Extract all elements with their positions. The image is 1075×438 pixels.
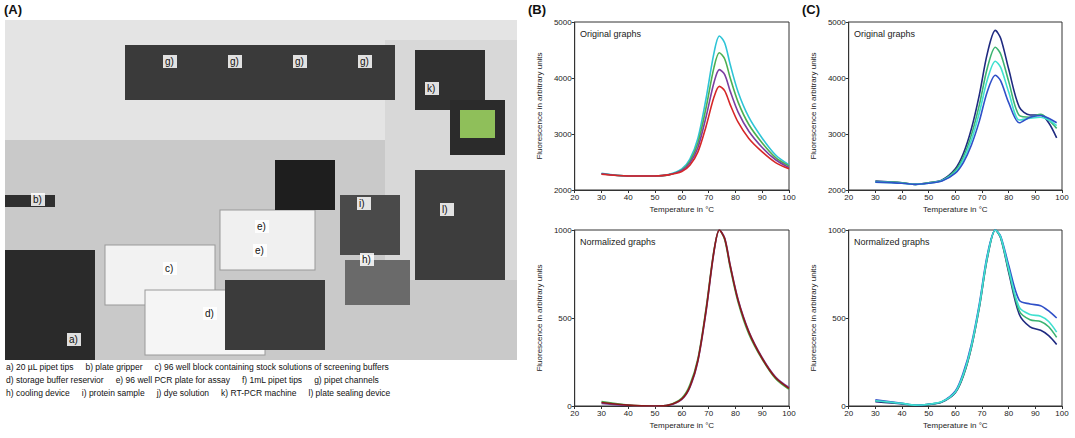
html-text:(C): (C) (802, 2, 820, 17)
svg-text:g): g) (230, 56, 239, 67)
svg-text:k): k) (427, 83, 435, 94)
svg-text:60: 60 (951, 193, 960, 202)
svg-text:c): c) (165, 263, 173, 274)
html-text:i) protein sample: i) protein sample (81, 388, 145, 398)
svg-text:70: 70 (978, 193, 987, 202)
svg-text:50: 50 (651, 409, 660, 418)
svg-text:30: 30 (871, 193, 880, 202)
html-text:(B): (B) (528, 2, 546, 17)
html-text:a) 20 µL pipet tips: a) 20 µL pipet tips (6, 362, 74, 372)
svg-text:a): a) (69, 334, 78, 345)
svg-text:0: 0 (567, 401, 572, 411)
svg-text:30: 30 (597, 409, 606, 418)
svg-text:100: 100 (782, 193, 796, 202)
html-text:e) 96 well PCR plate for assay: e) 96 well PCR plate for assay (115, 375, 230, 385)
svg-text:4000: 4000 (828, 74, 846, 83)
svg-text:g): g) (360, 56, 369, 67)
html-text:b) plate gripper: b) plate gripper (85, 362, 143, 372)
svg-text:90: 90 (1031, 409, 1040, 418)
html-text:f) 1mL pipet tips: f) 1mL pipet tips (242, 375, 303, 385)
svg-text:50: 50 (924, 409, 933, 418)
svg-text:g): g) (165, 56, 174, 67)
svg-text:80: 80 (1004, 193, 1013, 202)
svg-text:80: 80 (1004, 409, 1013, 418)
svg-text:Temperature in °C: Temperature in °C (650, 421, 715, 430)
svg-text:d): d) (205, 308, 214, 319)
svg-text:5000: 5000 (554, 18, 572, 27)
svg-text:2000: 2000 (827, 185, 846, 195)
svg-text:20: 20 (844, 193, 853, 202)
svg-text:2000: 2000 (553, 185, 572, 195)
svg-text:90: 90 (758, 193, 767, 202)
svg-text:b): b) (33, 194, 42, 205)
svg-text:100: 100 (782, 409, 796, 418)
html-text:g) pipet channels: g) pipet channels (314, 375, 379, 385)
svg-text:e): e) (255, 245, 264, 256)
svg-text:40: 40 (624, 193, 633, 202)
svg-text:80: 80 (731, 193, 740, 202)
svg-text:70: 70 (978, 409, 987, 418)
html-text:d) storage buffer reservior: d) storage buffer reservior (6, 375, 104, 385)
svg-text:30: 30 (597, 193, 606, 202)
svg-text:30: 30 (871, 409, 880, 418)
svg-text:3000: 3000 (554, 130, 572, 139)
svg-text:40: 40 (898, 409, 907, 418)
svg-text:20: 20 (570, 409, 579, 418)
svg-text:Temperature in °C: Temperature in °C (923, 421, 988, 430)
svg-text:80: 80 (731, 409, 740, 418)
svg-text:Fluorescence in arbitrary unit: Fluorescence in arbitrary units (809, 52, 818, 159)
svg-text:5000: 5000 (828, 18, 846, 27)
svg-text:60: 60 (677, 193, 686, 202)
svg-text:40: 40 (624, 409, 633, 418)
svg-text:4000: 4000 (554, 74, 572, 83)
svg-text:Temperature in °C: Temperature in °C (650, 205, 715, 214)
svg-text:Fluorescence in arbitrary unit: Fluorescence in arbitrary units (809, 264, 818, 371)
svg-text:e): e) (257, 221, 266, 232)
svg-text:Original graphs: Original graphs (854, 29, 916, 39)
svg-text:Normalized graphs: Normalized graphs (854, 237, 930, 247)
html-text:k) RT-PCR machine: k) RT-PCR machine (221, 388, 297, 398)
svg-text:100: 100 (1055, 193, 1069, 202)
svg-text:90: 90 (758, 409, 767, 418)
svg-text:20: 20 (570, 193, 579, 202)
svg-text:70: 70 (704, 193, 713, 202)
svg-text:1000: 1000 (828, 226, 846, 235)
svg-text:Temperature in °C: Temperature in °C (923, 205, 988, 214)
svg-text:70: 70 (704, 409, 713, 418)
svg-text:3000: 3000 (828, 130, 846, 139)
svg-text:0: 0 (841, 401, 846, 411)
svg-text:1000: 1000 (554, 226, 572, 235)
svg-text:40: 40 (898, 193, 907, 202)
svg-text:Fluorescence in arbitrary unit: Fluorescence in arbitrary units (535, 264, 544, 371)
svg-text:20: 20 (844, 409, 853, 418)
html-text:j) dye solution: j) dye solution (156, 388, 210, 398)
html-text:(A): (A) (4, 2, 22, 17)
svg-text:Fluorescence in arbitrary unit: Fluorescence in arbitrary units (535, 52, 544, 159)
svg-text:Normalized graphs: Normalized graphs (580, 237, 656, 247)
svg-text:500: 500 (832, 314, 846, 323)
svg-text:100: 100 (1055, 409, 1069, 418)
svg-text:90: 90 (1031, 193, 1040, 202)
html-text:c) 96 well block containing st: c) 96 well block containing stock soluti… (154, 362, 389, 372)
svg-text:h): h) (362, 254, 371, 265)
svg-text:500: 500 (558, 314, 572, 323)
svg-text:Original graphs: Original graphs (580, 29, 642, 39)
svg-text:60: 60 (951, 409, 960, 418)
html-text:h) cooling device: h) cooling device (6, 388, 70, 398)
svg-text:60: 60 (677, 409, 686, 418)
svg-text:50: 50 (924, 193, 933, 202)
svg-text:i): i) (359, 198, 365, 209)
svg-text:50: 50 (651, 193, 660, 202)
svg-text:l): l) (442, 204, 448, 215)
html-text:l) plate sealing device: l) plate sealing device (308, 388, 391, 398)
svg-text:g): g) (295, 56, 304, 67)
